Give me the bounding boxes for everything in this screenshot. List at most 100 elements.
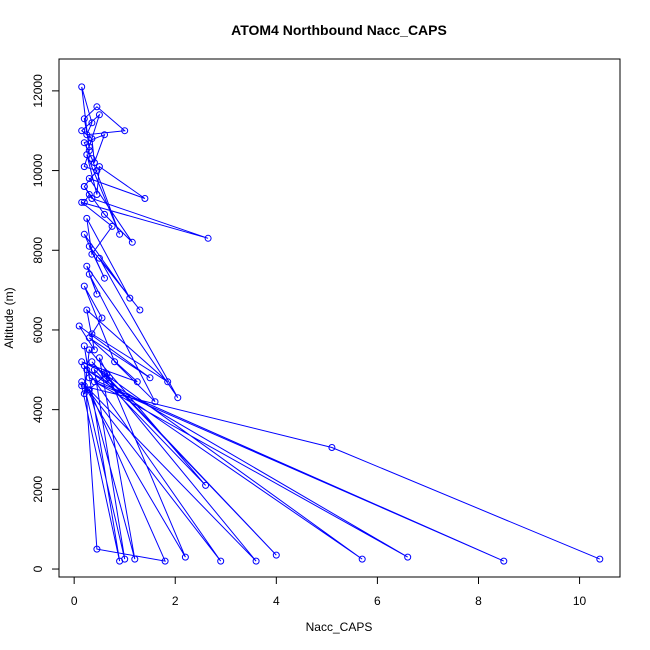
data-point [93,290,101,298]
x-tick-label: 6 [374,594,381,608]
data-point [101,370,108,378]
data-point [116,230,124,238]
y-tick-label: 8000 [31,237,45,264]
data-point [108,222,116,230]
data-point [98,314,106,322]
data-point [85,270,93,278]
data-point [83,262,91,270]
data-point [133,378,141,386]
plot-frame [58,58,621,578]
y-tick-label: 2000 [31,476,45,503]
data-point [80,342,88,350]
data-point [95,354,103,362]
data-point [80,230,88,238]
data-point [95,254,103,262]
data-point [121,555,129,563]
data-point [80,183,88,190]
data-point [103,370,111,378]
data-point [78,382,86,390]
data-point [85,386,93,394]
data-point [85,147,93,155]
data-point [80,163,88,171]
data-point [93,103,101,111]
data-point [121,127,129,135]
data-point [90,366,98,374]
data-point [146,374,154,382]
data-point [217,557,225,565]
data-point [202,481,210,489]
data-point [101,210,108,218]
data-point [80,382,88,390]
data-point [80,198,88,206]
data-point [85,242,93,250]
data-point [78,127,86,135]
data-point [88,330,96,338]
data-point [204,234,212,242]
data-point [272,551,280,559]
data-point [88,358,96,366]
y-tick-label: 0 [31,565,45,572]
y-tick-label: 10000 [31,154,45,188]
x-tick-label: 8 [475,594,482,608]
data-point [80,139,88,147]
data-point [93,167,101,175]
data-point [83,214,91,222]
data-point [174,394,182,402]
data-point [126,294,134,302]
x-axis-label: Nacc_CAPS [306,620,373,634]
y-tick-label: 6000 [31,316,45,343]
series-line-0 [78,86,600,562]
data-point [75,322,83,330]
data-point [90,159,98,167]
data-point [90,346,98,354]
data-point [78,83,86,91]
data-point [78,358,86,366]
data-point [141,195,149,202]
data-point [90,378,98,386]
data-point [88,250,96,258]
data-point [85,143,93,151]
data-point [136,306,144,314]
data-point [181,553,189,561]
data-point [78,198,86,206]
data-point [101,131,108,139]
x-tick-label: 0 [71,594,78,608]
data-point [85,191,93,198]
chart-title: ATOM4 Northbound Nacc_CAPS [231,22,447,38]
y-axis-label: Altitude (m) [2,287,16,348]
data-point [252,557,260,565]
data-point [328,444,336,451]
data-point [80,390,88,398]
data-point [83,131,91,139]
data-point [85,175,93,182]
y-tick-label: 4000 [31,396,45,423]
x-axis: 0 2 4 6 8 10 [71,576,587,608]
data-point [83,306,91,314]
data-point [101,274,108,282]
data-point [358,555,366,563]
data-point [164,378,172,386]
data-point [88,135,96,143]
y-axis: 0 2000 4000 6000 8000 10000 12000 [31,74,60,572]
data-point [80,115,88,123]
data-point [111,358,119,366]
y-tick-label: 12000 [31,74,45,108]
data-point [85,374,93,382]
x-tick-label: 4 [273,594,280,608]
data-point [161,557,169,565]
data-point [93,191,101,198]
x-tick-label: 10 [573,594,587,608]
data-point [93,545,101,553]
data-point [80,282,88,290]
data-point [131,555,139,563]
data-point [88,119,96,127]
data-point [85,346,93,354]
data-point [151,398,159,406]
data-point [404,553,412,561]
series-layer [75,83,604,565]
data-point [95,111,103,119]
data-point [128,238,136,246]
x-tick-label: 2 [172,594,179,608]
data-point [596,555,604,563]
